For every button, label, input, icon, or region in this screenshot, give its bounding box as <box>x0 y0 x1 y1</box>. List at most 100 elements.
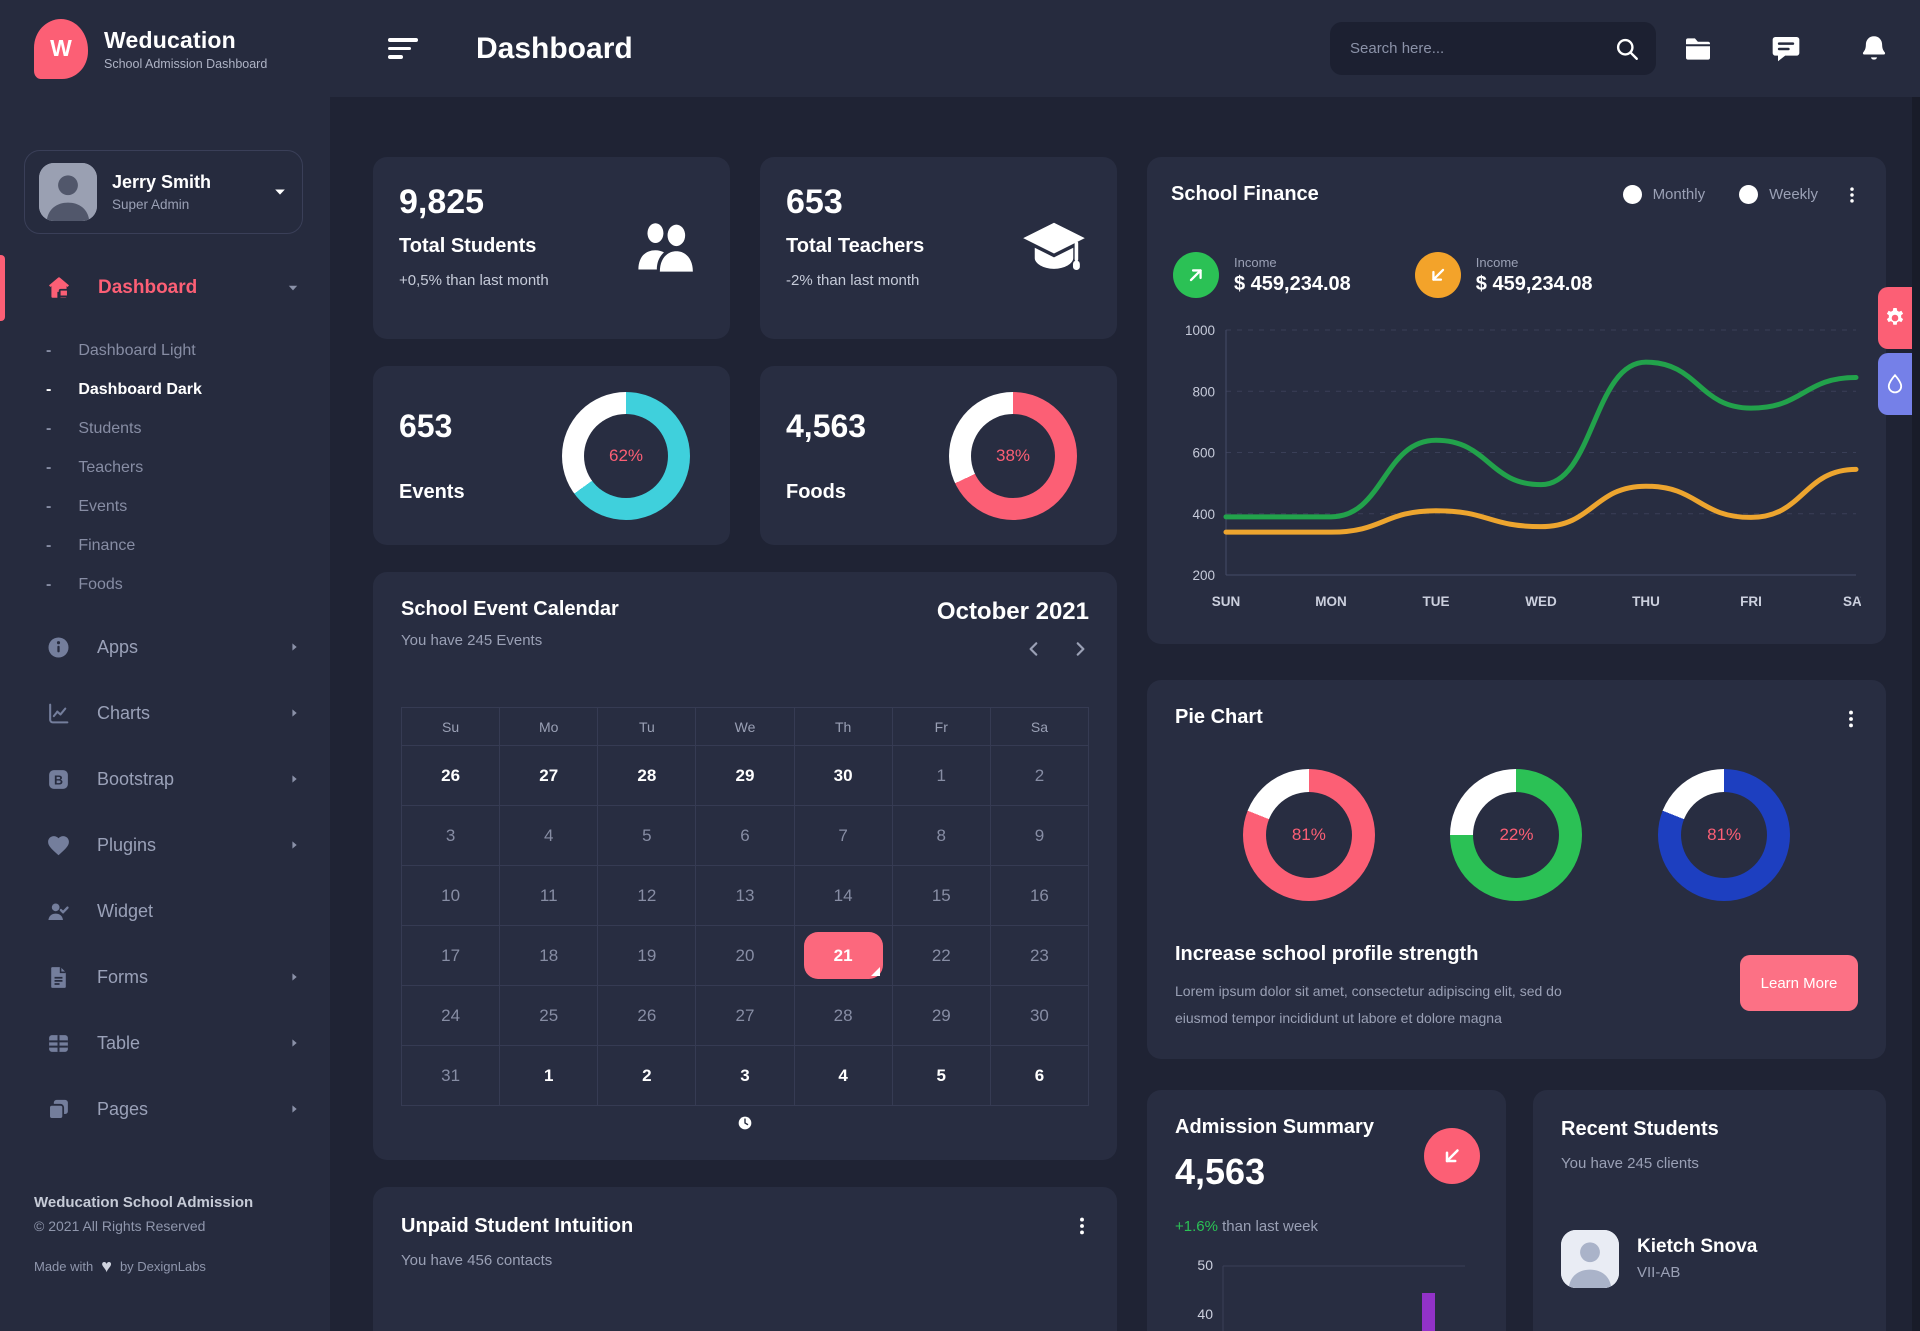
calendar-day[interactable]: 26 <box>598 986 697 1046</box>
calendar-day[interactable]: 2 <box>598 1046 697 1106</box>
folder-icon[interactable] <box>1682 33 1714 65</box>
calendar-day[interactable]: 7 <box>794 806 893 866</box>
calendar-day[interactable]: 13 <box>696 866 795 926</box>
calendar-day[interactable]: 16 <box>990 866 1089 926</box>
search-icon[interactable] <box>1614 36 1640 62</box>
hamburger-menu-icon[interactable] <box>388 38 420 59</box>
calendar-day[interactable]: 11 <box>500 866 599 926</box>
day-number: 5 <box>936 1065 946 1085</box>
sidebar-subitem-teachers[interactable]: Teachers <box>0 448 330 487</box>
sidebar-item-apps[interactable]: Apps <box>0 614 330 680</box>
calendar-day[interactable]: 17 <box>402 926 501 986</box>
clock-icon[interactable] <box>737 1115 753 1131</box>
settings-button[interactable] <box>1878 287 1912 349</box>
calendar-day[interactable]: 8 <box>892 806 991 866</box>
calendar-day[interactable]: 26 <box>402 746 501 806</box>
made-with-text: Made with <box>34 1259 94 1274</box>
legend-label: Income <box>1475 254 1519 270</box>
foods-donut-chart: 38% <box>949 391 1077 520</box>
student-list-item[interactable]: Kietch Snova VII-AB <box>1561 1229 1858 1288</box>
chevron-right-icon <box>288 641 300 653</box>
learn-more-button[interactable]: Learn More <box>1740 955 1858 1011</box>
calendar-day[interactable]: 28 <box>794 986 893 1046</box>
profile-card[interactable]: Jerry Smith Super Admin <box>24 150 303 234</box>
chart-tick-label: WED <box>1525 594 1557 609</box>
calendar-day[interactable]: 12 <box>598 866 697 926</box>
calendar-day[interactable]: 6 <box>990 1046 1089 1106</box>
calendar-day[interactable]: 5 <box>598 806 697 866</box>
admission-arrow-button[interactable] <box>1424 1127 1480 1184</box>
donut-percent-label: 22% <box>1499 825 1534 844</box>
sidebar-subitem-students[interactable]: Students <box>0 409 330 448</box>
bottom-row: Admission Summary 4,563 +1.6% than last … <box>1147 1089 1886 1331</box>
sidebar-item-charts[interactable]: Charts <box>0 680 330 746</box>
sidebar-item-dashboard[interactable]: Dashboard <box>0 255 330 321</box>
sidebar-subitem-finance[interactable]: Finance <box>0 526 330 565</box>
footer-title: Weducation School Admission <box>34 1194 254 1211</box>
sidebar-subitem-foods[interactable]: Foods <box>0 565 330 604</box>
brand: W Weducation School Admission Dashboard <box>0 18 330 79</box>
monthly-toggle[interactable]: Monthly <box>1622 185 1705 204</box>
chevron-down-icon[interactable] <box>272 184 288 200</box>
subitem-label: Finance <box>78 536 136 554</box>
calendar-day[interactable]: 9 <box>990 806 1089 866</box>
kebab-menu-icon[interactable] <box>1842 185 1862 205</box>
messages-icon[interactable] <box>1770 33 1802 65</box>
sidebar-subitem-events[interactable]: Events <box>0 487 330 526</box>
chevron-left-icon[interactable] <box>1025 640 1043 658</box>
calendar-day[interactable]: 30 <box>990 986 1089 1046</box>
calendar-day[interactable]: 22 <box>892 926 991 986</box>
calendar-day[interactable]: 21 <box>794 926 893 986</box>
chevron-right-icon[interactable] <box>1071 640 1089 658</box>
calendar-day[interactable]: 1 <box>892 746 991 806</box>
sidebar-subitem-dashboard-dark[interactable]: Dashboard Dark <box>0 370 330 409</box>
calendar-day[interactable]: 15 <box>892 866 991 926</box>
calendar-day[interactable]: 3 <box>696 1046 795 1106</box>
sidebar-item-plugins[interactable]: Plugins <box>0 812 330 878</box>
sidebar-item-bootstrap[interactable]: B Bootstrap <box>0 746 330 812</box>
day-number: 3 <box>445 825 456 845</box>
kebab-menu-icon[interactable] <box>1071 1215 1093 1237</box>
sidebar-item-forms[interactable]: Forms <box>0 944 330 1010</box>
calendar-day[interactable]: 29 <box>696 746 795 806</box>
calendar-day[interactable]: 10 <box>402 866 501 926</box>
day-number: 23 <box>1029 945 1049 965</box>
calendar-day[interactable]: 27 <box>696 986 795 1046</box>
calendar-day[interactable]: 2 <box>990 746 1089 806</box>
notifications-bell-icon[interactable] <box>1858 33 1890 65</box>
theme-color-button[interactable] <box>1878 353 1912 415</box>
sidebar-item-pages[interactable]: Pages <box>0 1076 330 1142</box>
sidebar-subitem-dashboard-light[interactable]: Dashboard Light <box>0 331 330 370</box>
calendar-day[interactable]: 30 <box>794 746 893 806</box>
delta-percent: +1.6% <box>1175 1217 1218 1235</box>
calendar-day[interactable]: 25 <box>500 986 599 1046</box>
calendar-day[interactable]: 29 <box>892 986 991 1046</box>
calendar-day[interactable]: 28 <box>598 746 697 806</box>
calendar-day[interactable]: 4 <box>500 806 599 866</box>
calendar-day[interactable]: 31 <box>402 1046 501 1106</box>
calendar-day[interactable]: 1 <box>500 1046 599 1106</box>
foods-card: 4,563 Foods 38% <box>760 366 1117 545</box>
calendar-day[interactable]: 4 <box>794 1046 893 1106</box>
admission-mini-bar-chart: 50 40 <box>1197 1257 1465 1331</box>
calendar-day[interactable]: 20 <box>696 926 795 986</box>
search-input[interactable] <box>1350 40 1614 57</box>
calendar-day[interactable]: 24 <box>402 986 501 1046</box>
calendar-day[interactable]: 6 <box>696 806 795 866</box>
calendar-day[interactable]: 3 <box>402 806 501 866</box>
calendar-day[interactable]: 27 <box>500 746 599 806</box>
calendar-day[interactable]: 23 <box>990 926 1089 986</box>
day-number: 12 <box>637 885 657 905</box>
kebab-menu-icon[interactable] <box>1840 708 1862 730</box>
calendar-day[interactable]: 5 <box>892 1046 991 1106</box>
calendar-day[interactable]: 14 <box>794 866 893 926</box>
sidebar-item-table[interactable]: Table <box>0 1010 330 1076</box>
right-column: School Finance Monthly Weekly <box>1147 157 1886 1331</box>
app-logo[interactable]: W <box>34 18 88 79</box>
scrollbar[interactable] <box>1912 97 1920 1331</box>
calendar-day[interactable]: 18 <box>500 926 599 986</box>
day-header: We <box>696 708 795 746</box>
sidebar-item-widget[interactable]: Widget <box>0 878 330 944</box>
weekly-toggle[interactable]: Weekly <box>1739 185 1818 204</box>
calendar-day[interactable]: 19 <box>598 926 697 986</box>
